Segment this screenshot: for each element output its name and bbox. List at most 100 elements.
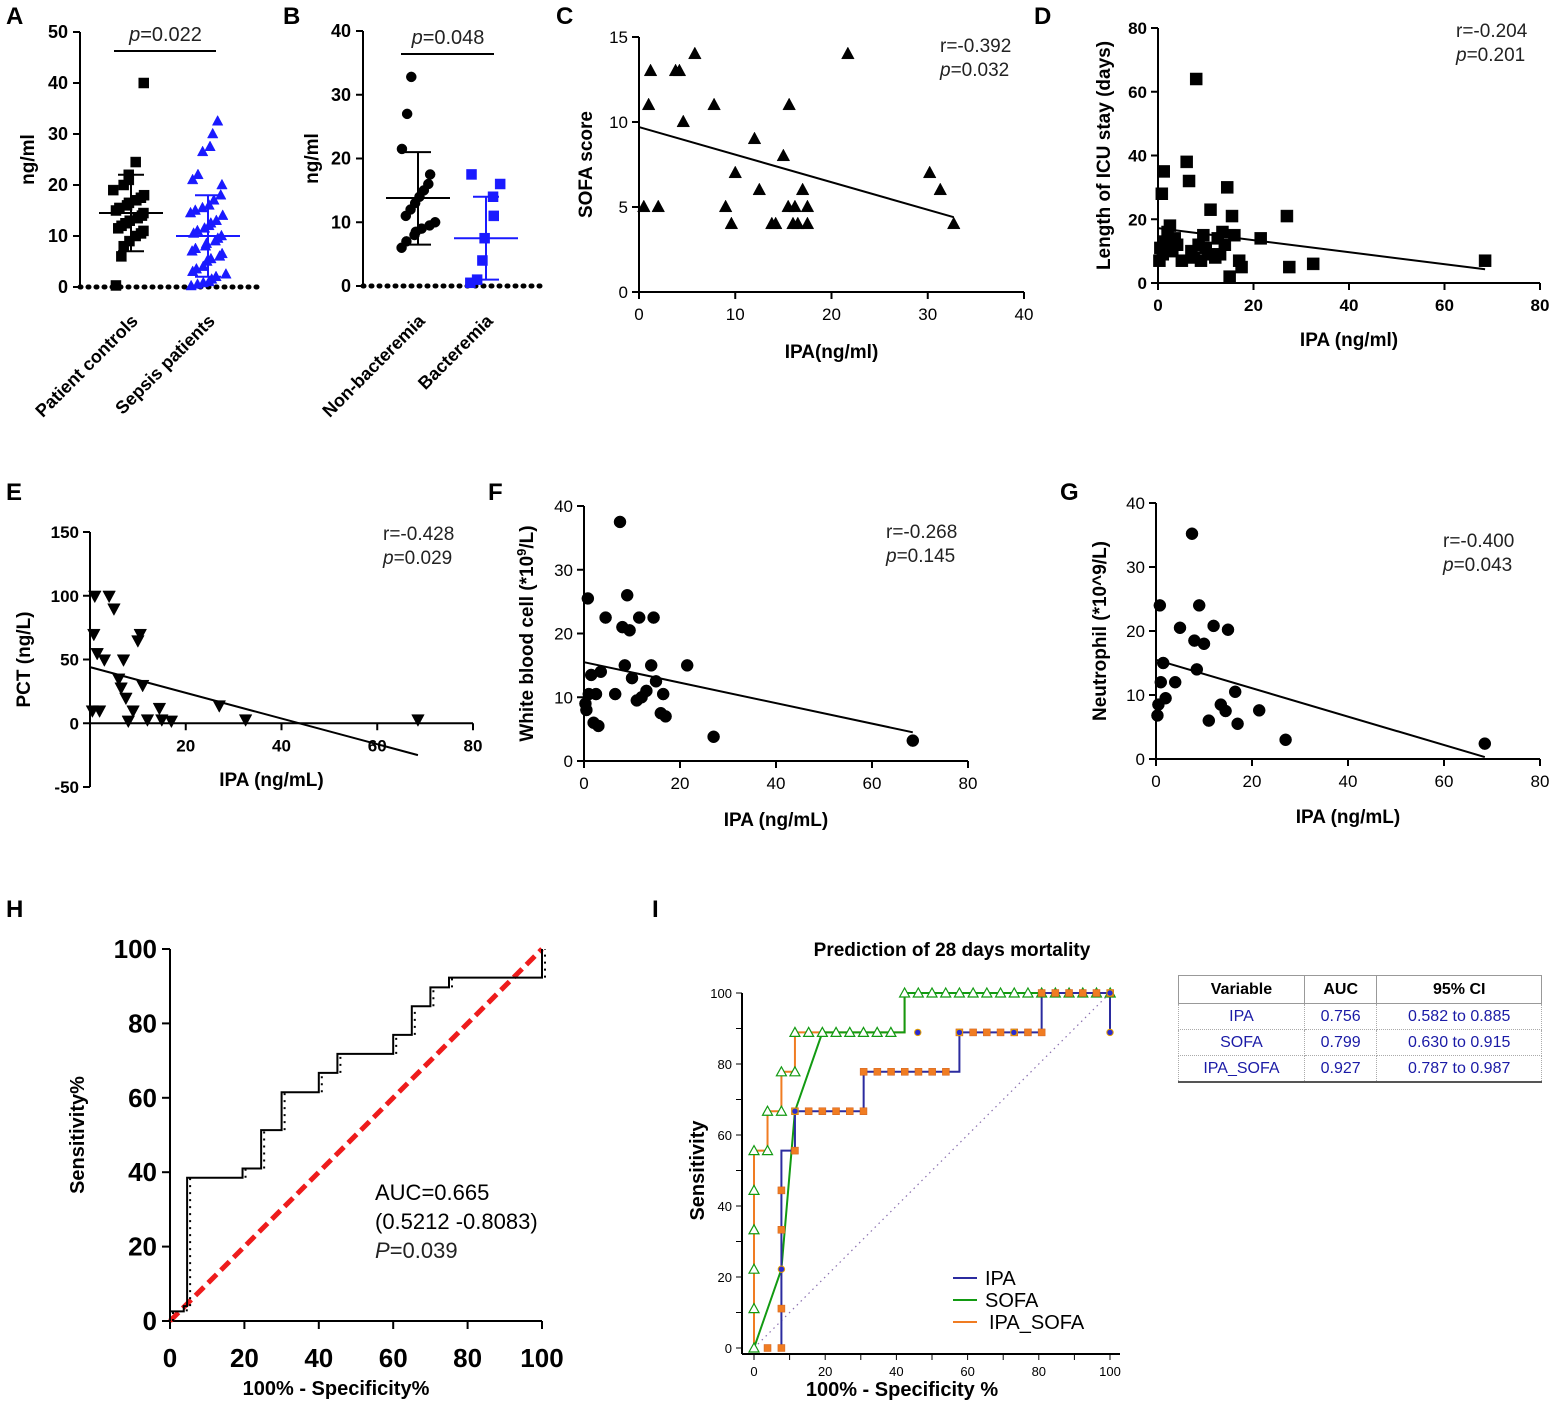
x-tick-label: 80 — [453, 1343, 482, 1373]
y-tick-label: 5 — [619, 198, 628, 217]
x-tick-label: 60 — [1435, 296, 1454, 315]
data-point — [1151, 709, 1164, 722]
data-point — [1220, 181, 1234, 194]
data-point — [211, 114, 224, 126]
auc-table-auc: 0.927 — [1303, 1055, 1378, 1083]
data-point — [800, 216, 815, 230]
y-tick-label: 40 — [718, 1199, 732, 1214]
data-point — [138, 225, 149, 237]
roc-marker — [843, 1026, 856, 1038]
y-tick-label: 30 — [1126, 558, 1145, 577]
x-tick-label: 40 — [304, 1343, 333, 1373]
y-tick-label: 10 — [1126, 686, 1145, 705]
x-tick-label: 0 — [1153, 296, 1162, 315]
roc-marker — [1024, 1028, 1032, 1037]
data-point — [707, 730, 720, 744]
data-point — [1207, 619, 1220, 633]
data-point — [676, 114, 690, 128]
data-point — [220, 267, 232, 279]
auc-table-auc: 0.756 — [1303, 1003, 1378, 1030]
x-tick-label: 40 — [889, 1364, 903, 1379]
auc-table-row: SOFA 0.799 0.630 to 0.915 — [1178, 1029, 1542, 1056]
data-point — [651, 199, 665, 213]
y-tick-label: 60 — [128, 1083, 157, 1113]
data-point — [396, 143, 408, 155]
y-tick-label: 0 — [341, 276, 351, 296]
roc-marker — [914, 1028, 922, 1037]
roc-marker — [1106, 1028, 1114, 1037]
roc-marker — [763, 1344, 772, 1352]
r-value-annotation: r=-0.268 — [886, 522, 957, 543]
data-point — [1173, 621, 1187, 635]
p-value-annotation: p=0.043 — [1442, 555, 1512, 576]
data-point — [204, 140, 216, 151]
data-point — [795, 182, 810, 196]
roc-curve — [169, 949, 543, 1321]
x-axis-title: IPA(ng/ml) — [785, 342, 879, 363]
data-point — [116, 654, 131, 667]
data-point — [1185, 527, 1199, 540]
y-tick-label: 50 — [48, 22, 68, 42]
panel-label: G — [1060, 479, 1079, 506]
roc-marker — [1092, 989, 1101, 997]
roc-marker — [747, 1144, 761, 1156]
y-tick-label: 150 — [51, 523, 79, 542]
x-tick-label: 60 — [368, 736, 387, 755]
y-tick-label: 0 — [58, 277, 68, 297]
data-point — [429, 217, 441, 228]
data-point — [1231, 717, 1244, 731]
y-tick-label: 40 — [554, 497, 573, 516]
roc-marker — [1010, 1028, 1018, 1037]
roc-marker — [777, 1186, 786, 1195]
data-point — [192, 168, 204, 180]
legend-label: IPA — [985, 1268, 1016, 1290]
roc-marker — [777, 1226, 786, 1234]
x-tick-label: 20 — [822, 305, 841, 324]
data-point — [922, 165, 937, 179]
y-axis-title: Length of ICU stay (days) — [1094, 41, 1115, 270]
panel-label: A — [6, 3, 23, 30]
data-point — [1197, 637, 1211, 651]
data-point — [90, 648, 104, 661]
p-value-annotation: p=0.022 — [128, 24, 202, 46]
y-tick-label: 80 — [1128, 19, 1147, 38]
x-tick-label: 80 — [1531, 772, 1550, 791]
p-value-annotation: P=0.039 — [375, 1238, 458, 1263]
data-point — [126, 705, 140, 718]
roc-marker — [955, 1028, 964, 1037]
y-tick-label: 15 — [609, 28, 628, 47]
chart-title: Prediction of 28 days mortality — [814, 940, 1091, 961]
data-point — [728, 165, 742, 179]
data-point — [216, 247, 228, 259]
y-axis-title: Sensitivity — [687, 1120, 709, 1221]
data-point — [216, 178, 228, 190]
roc-marker — [901, 1068, 909, 1076]
roc-marker — [1065, 989, 1073, 997]
data-point — [119, 692, 133, 706]
auc-table-row: IPA 0.756 0.582 to 0.885 — [1178, 1003, 1542, 1030]
x-tick-label: 20 — [671, 774, 690, 793]
data-point — [1218, 238, 1232, 251]
y-tick-label: 80 — [128, 1008, 157, 1038]
y-tick-label: 20 — [331, 149, 351, 169]
data-point — [1225, 209, 1239, 223]
roc-marker — [873, 1068, 882, 1076]
roc-marker — [967, 986, 980, 998]
roc-marker — [747, 1341, 761, 1353]
data-point — [1228, 228, 1241, 242]
roc-marker — [925, 986, 939, 998]
data-point — [88, 590, 102, 604]
x-tick-label: 10 — [726, 305, 745, 324]
data-point — [947, 216, 961, 230]
auc-table-variable: IPA — [1178, 1003, 1305, 1030]
data-point — [92, 705, 107, 718]
roc-marker — [804, 1107, 813, 1115]
roc-marker — [884, 1026, 897, 1038]
data-point — [108, 184, 119, 196]
x-tick-label: 0 — [579, 774, 588, 793]
data-point — [644, 659, 658, 672]
roc-marker — [1008, 986, 1021, 998]
y-tick-label: 100 — [114, 934, 157, 964]
y-axis-title: SOFA score — [576, 111, 597, 218]
